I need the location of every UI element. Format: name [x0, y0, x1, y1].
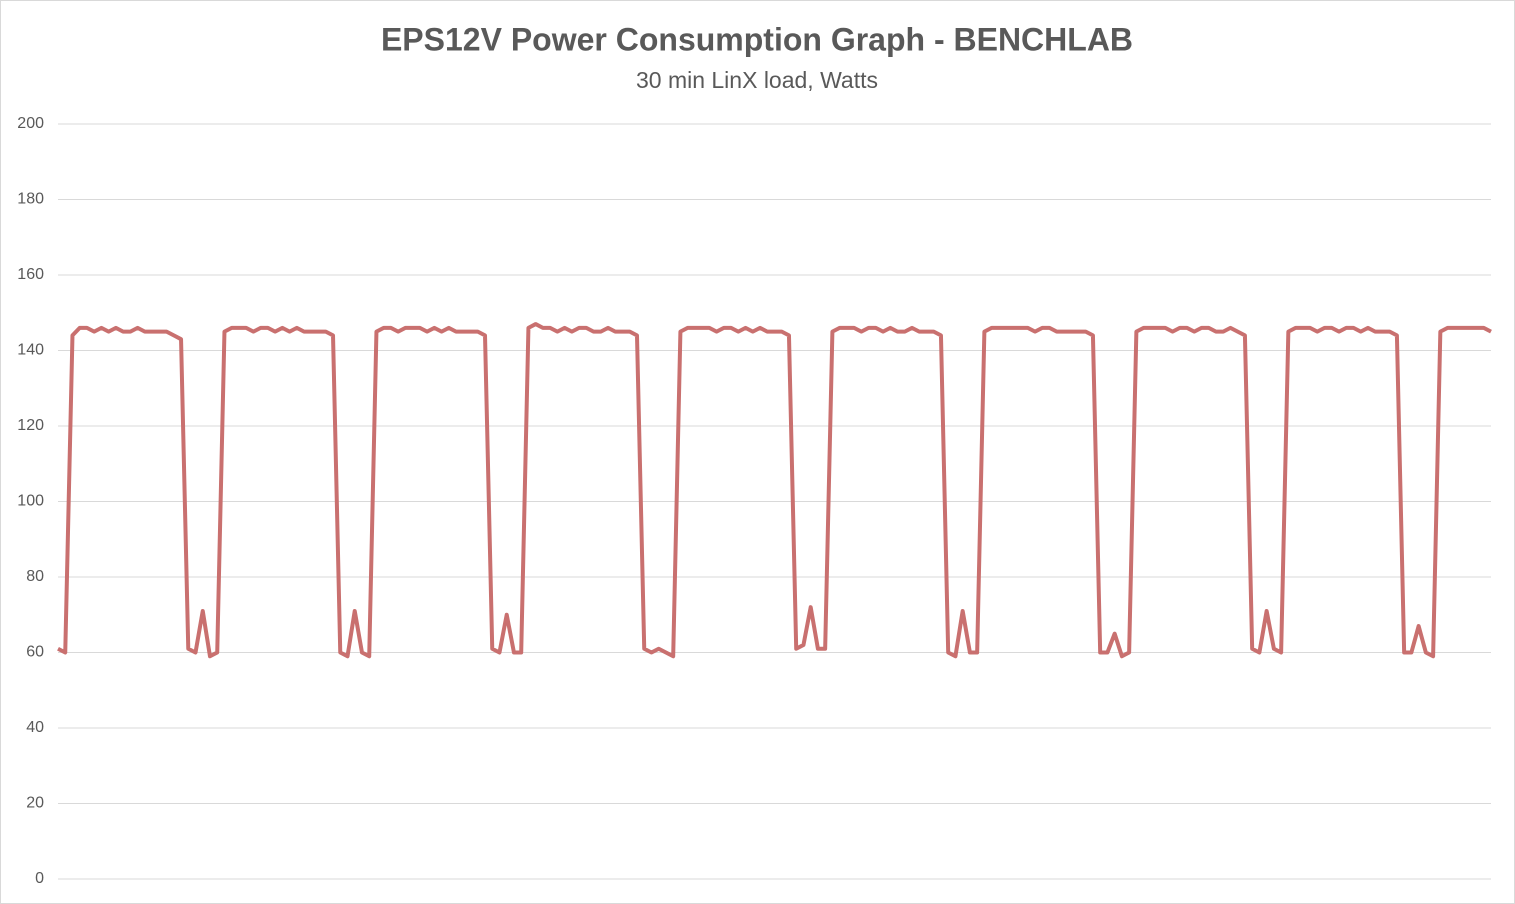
y-tick-label: 0: [35, 870, 44, 887]
y-tick-label: 160: [17, 266, 44, 283]
data-line: [57, 322, 1492, 659]
y-tick-label: 180: [17, 191, 44, 208]
y-tick-label: 200: [17, 115, 44, 132]
chart-subtitle: 30 min LinX load, Watts: [636, 67, 878, 93]
y-tick-label: 20: [26, 795, 44, 812]
y-tick-label: 100: [17, 493, 44, 510]
y-tick-label: 80: [26, 568, 44, 585]
chart-title: EPS12V Power Consumption Graph - BENCHLA…: [381, 21, 1133, 57]
y-tick-label: 40: [26, 719, 44, 736]
y-tick-label: 120: [17, 417, 44, 434]
y-tick-label: 60: [26, 644, 44, 661]
y-tick-label: 140: [17, 342, 44, 359]
